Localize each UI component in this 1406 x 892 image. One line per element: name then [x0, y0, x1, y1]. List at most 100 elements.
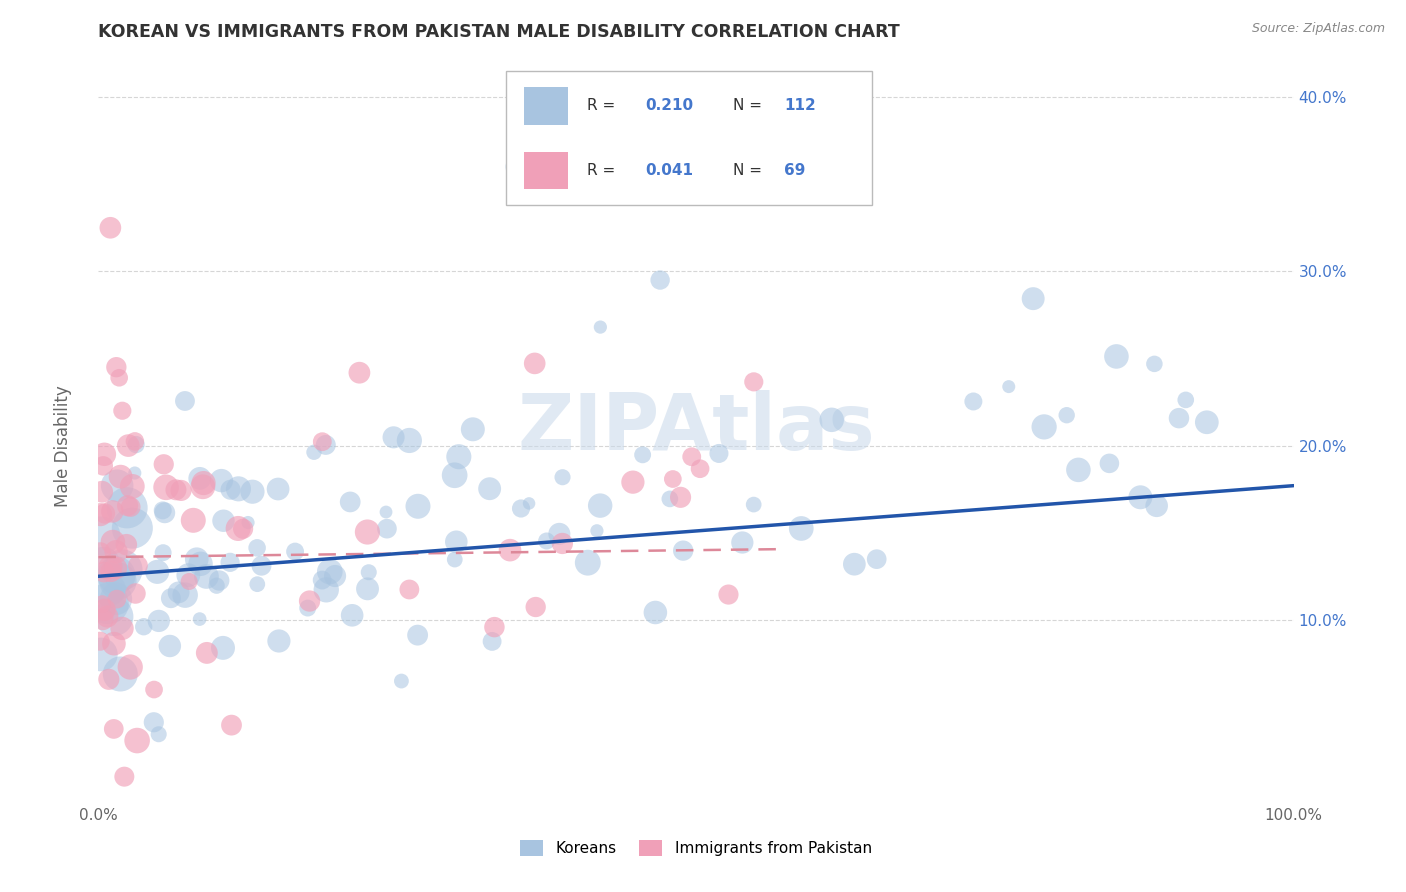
Point [246, 577, 269, 591]
Point [742, 375, 765, 389]
Point [100, 559, 122, 574]
Point [1168, 411, 1191, 425]
Point [311, 434, 333, 449]
Point [148, 727, 170, 741]
Point [89, 634, 111, 648]
Point [111, 403, 134, 417]
Text: ZIPAtlas: ZIPAtlas [517, 390, 875, 467]
Point [208, 574, 231, 588]
Point [103, 609, 125, 624]
Point [177, 568, 200, 582]
Point [319, 565, 342, 579]
Point [250, 558, 273, 573]
Point [110, 667, 132, 681]
Point [120, 500, 142, 514]
Point [1129, 491, 1152, 505]
Point [181, 513, 204, 527]
Text: N =: N = [733, 163, 766, 178]
Point [111, 621, 134, 635]
Point [105, 568, 128, 582]
Point [127, 733, 149, 747]
Point [406, 628, 429, 642]
Point [103, 637, 125, 651]
Point [205, 579, 228, 593]
Point [551, 536, 574, 550]
Point [648, 273, 672, 287]
Point [115, 500, 138, 515]
Point [152, 458, 174, 472]
Legend: Koreans, Immigrants from Pakistan: Koreans, Immigrants from Pakistan [515, 834, 877, 863]
Point [662, 472, 685, 486]
Point [93, 603, 115, 617]
Point [644, 606, 666, 620]
Point [121, 479, 143, 493]
Point [1195, 415, 1218, 429]
Point [461, 422, 484, 436]
Point [111, 563, 134, 577]
Point [481, 634, 503, 648]
Point [311, 573, 333, 587]
Point [90, 648, 112, 662]
Point [115, 538, 138, 552]
Point [89, 508, 111, 522]
Point [267, 634, 290, 648]
Point [105, 479, 128, 493]
Point [117, 439, 139, 453]
Point [124, 434, 146, 449]
Point [356, 582, 378, 596]
Point [96, 609, 118, 624]
Point [212, 640, 235, 655]
Point [551, 470, 574, 484]
Point [91, 484, 114, 499]
Text: R =: R = [586, 98, 620, 113]
Point [523, 356, 546, 370]
Point [174, 588, 197, 602]
Point [170, 483, 193, 498]
Point [97, 597, 120, 611]
Point [125, 437, 148, 451]
Point [398, 434, 420, 448]
Point [997, 379, 1019, 393]
Point [142, 715, 165, 730]
Point [212, 514, 235, 528]
Point [93, 447, 115, 461]
FancyBboxPatch shape [524, 87, 568, 125]
Text: 112: 112 [785, 98, 815, 113]
Point [110, 469, 132, 483]
Point [406, 500, 429, 514]
Point [98, 582, 121, 597]
Point [297, 601, 319, 615]
Point [91, 458, 114, 473]
Point [524, 600, 547, 615]
Point [143, 682, 166, 697]
Point [120, 660, 142, 674]
Point [689, 461, 711, 475]
Point [127, 558, 149, 573]
Point [267, 482, 290, 496]
Text: N =: N = [733, 98, 766, 113]
Point [742, 498, 765, 512]
Point [1146, 499, 1168, 513]
Point [94, 507, 117, 521]
Point [1022, 292, 1045, 306]
Point [717, 588, 740, 602]
Point [132, 620, 155, 634]
Point [315, 582, 337, 597]
Point [506, 160, 529, 174]
Point [499, 543, 522, 558]
Point [195, 569, 218, 583]
Point [731, 535, 754, 549]
Point [669, 491, 692, 505]
Point [101, 504, 124, 518]
Point [165, 483, 187, 497]
Point [191, 480, 214, 494]
Point [188, 471, 211, 485]
Point [1056, 408, 1078, 422]
Point [232, 522, 254, 536]
Point [146, 565, 169, 579]
Point [443, 552, 465, 566]
Point [242, 484, 264, 499]
Point [97, 673, 120, 687]
Point [375, 522, 398, 536]
Text: 69: 69 [785, 163, 806, 178]
